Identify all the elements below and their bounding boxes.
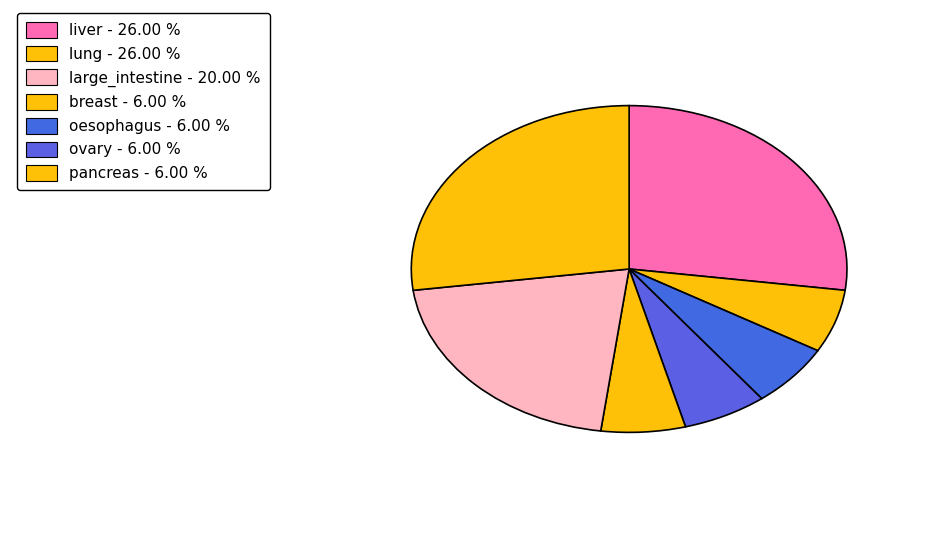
Wedge shape xyxy=(411,105,629,291)
Wedge shape xyxy=(601,269,685,433)
Wedge shape xyxy=(629,269,845,351)
Wedge shape xyxy=(413,269,629,431)
Wedge shape xyxy=(629,269,818,399)
Legend: liver - 26.00 %, lung - 26.00 %, large_intestine - 20.00 %, breast - 6.00 %, oes: liver - 26.00 %, lung - 26.00 %, large_i… xyxy=(17,13,269,190)
Wedge shape xyxy=(629,105,847,291)
Wedge shape xyxy=(629,269,762,427)
